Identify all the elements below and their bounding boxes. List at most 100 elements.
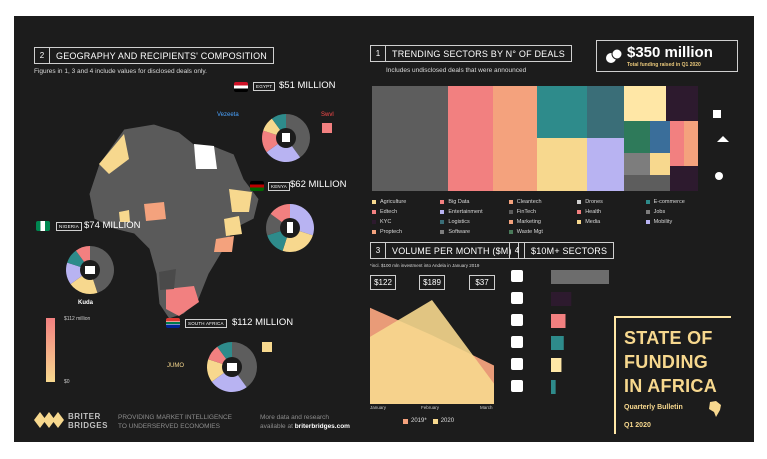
treemap-insurtech [666,86,698,121]
donut-slice [66,262,90,285]
africa-map [88,124,260,320]
egypt-shape [194,144,217,169]
africa-small-icon [709,401,721,417]
brand-url-link[interactable]: briterbridges.com [294,423,350,430]
big-sectors-header-label: $10M+ SECTORS [531,245,608,256]
proptech-icon [717,136,729,142]
treemap-media [624,86,666,121]
legend-2019-label: 2019* [411,418,427,424]
legend-item: KYC [372,219,438,225]
big-sector-bar [551,292,572,306]
treemap-fintech [372,86,448,191]
donut-slice [90,246,114,293]
legend-swatch [440,200,445,204]
egypt-flag-icon [234,82,248,92]
treemap-proptech [650,153,670,175]
briter-logo-icon [34,412,64,428]
legend-label: Cleantech [516,199,542,205]
big-sectors-header-number: 4 [510,243,525,258]
africa-outline [88,124,260,320]
total-mar: $37 [469,275,495,290]
legend-item: FinTech [508,209,575,215]
geography-header-number: 2 [35,48,50,63]
south-africa-amount: $112 MILLION [232,317,294,328]
legend-label: Entertainment [448,209,483,215]
legend-item: E-commerce [645,199,712,205]
legend-item: Drones [577,199,643,205]
big-sector-bar [551,358,562,372]
legend-label: Jobs [653,209,666,215]
legend-label: Media [585,219,601,225]
total-feb: $189 [419,275,445,290]
treemap-ecommerce [537,86,587,138]
treemap-jobs [624,153,650,175]
legend-label: Marketing [516,219,541,225]
legend-item: Cleantech [508,199,575,205]
card-icon [511,270,523,282]
treemap-travel [670,166,698,191]
treemap-agriculture [537,138,587,191]
donut-slice [286,114,310,158]
ethiopia-shape [229,189,252,212]
tanzania-shape [214,236,234,252]
legend-label: Software [448,229,471,235]
legend-label: Edtech [380,209,398,215]
legend-item: Jobs [645,209,712,215]
infographic-board: 2 GEOGRAPHY AND RECIPIENTS' COMPOSITION … [14,16,754,442]
title-line-1: STATE OF [624,328,713,348]
brand-more: More data and research available at brit… [260,413,350,431]
code-icon [511,358,523,370]
kenya-amount: $62 MILLION [290,179,347,190]
big-sectors-header: 4 $10M+ SECTORS [509,242,615,259]
legend-2019-swatch [403,418,408,424]
kenya-tag: KENYA [268,182,290,191]
legend-label: Logistics [448,219,470,225]
treemap-cleantech [493,86,537,191]
legend-swatch [508,220,513,224]
sectors-note: Includes undisclosed deals that were ann… [386,67,527,74]
title-period: Q1 2020 [624,422,651,429]
legend-swatch [577,220,582,224]
treemap-kyc [684,121,698,166]
legend-item: Edtech [372,209,438,215]
donut-slice [232,342,257,388]
x-tick-feb: February [421,405,440,410]
sectors-header-number: 1 [371,46,386,61]
funding-scale-bar [46,318,55,382]
south-africa-tag: SOUTH AFRICA [185,319,227,328]
big-sector-bar [551,380,556,394]
nigeria-flag-icon [36,221,50,231]
legend-item: Logistics [440,219,506,225]
bucket-icon [511,380,523,392]
nigeria-donut [66,246,114,294]
volume-area-chart [370,300,494,404]
morocco-shape [99,134,129,174]
sectors-header-label: TRENDING SECTORS BY N° OF DEALS [392,48,565,59]
donut-slice [262,130,286,153]
total-funding-box: $350 million Total funding raised in Q1 … [596,40,738,72]
truck-icon [511,336,523,348]
big-sector-bar [551,270,609,284]
legend-swatch [372,200,376,204]
legend-2020-label: 2020 [440,418,455,424]
legend-label: Proptech [380,229,403,235]
treemap-marketing [624,175,670,191]
legend-swatch [440,210,445,214]
big-data-icon [713,110,721,118]
big-sectors-bars [511,270,609,394]
treemap-side-icons [713,110,729,180]
egypt-amount: $51 MILLION [279,80,336,91]
treemap-bigdata [670,121,684,166]
legend-item: Agriculture [372,199,438,205]
legend-label: Drones [585,199,603,205]
area-legend: 2019* 2020 [403,418,454,424]
legend-item: Waste Mgt [508,229,575,235]
total-funding-caption: Total funding raised in Q1 2020 [627,62,701,68]
jumo-logo: JUMO [167,363,184,369]
media-icon [715,172,723,180]
egypt-donut [262,114,310,162]
treemap-edtech [650,121,670,153]
brand-more-line-1: More data and research [260,414,330,421]
legend-label: Waste Mgt [516,229,543,235]
legend-label: FinTech [516,209,537,215]
